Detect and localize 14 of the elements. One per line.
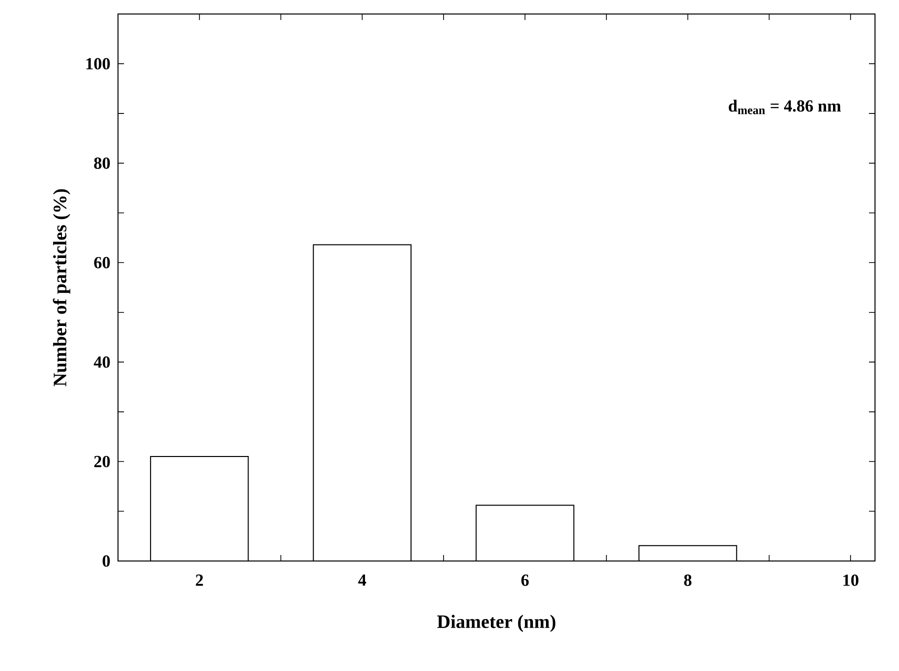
x-tick-label: 8 <box>684 574 692 586</box>
x-tick-label: 2 <box>196 574 203 586</box>
y-axis-title: Number of particles (%) <box>52 189 70 386</box>
y-tick-label: 80 <box>94 157 110 169</box>
x-axis-title: Diameter (nm) <box>437 614 556 632</box>
y-tick-label: 60 <box>94 256 110 268</box>
x-tick-label: 4 <box>358 574 366 586</box>
y-tick-label: 100 <box>86 58 110 70</box>
annotation: d$_{mean}$ = 4.86 nm <box>728 100 841 114</box>
x-tick-label: 6 <box>521 574 529 586</box>
y-tick-label: 40 <box>94 356 110 368</box>
y-tick-label: 0 <box>102 555 110 567</box>
y-tick-label: 20 <box>94 456 110 468</box>
x-tick-label: 10 <box>843 574 858 586</box>
